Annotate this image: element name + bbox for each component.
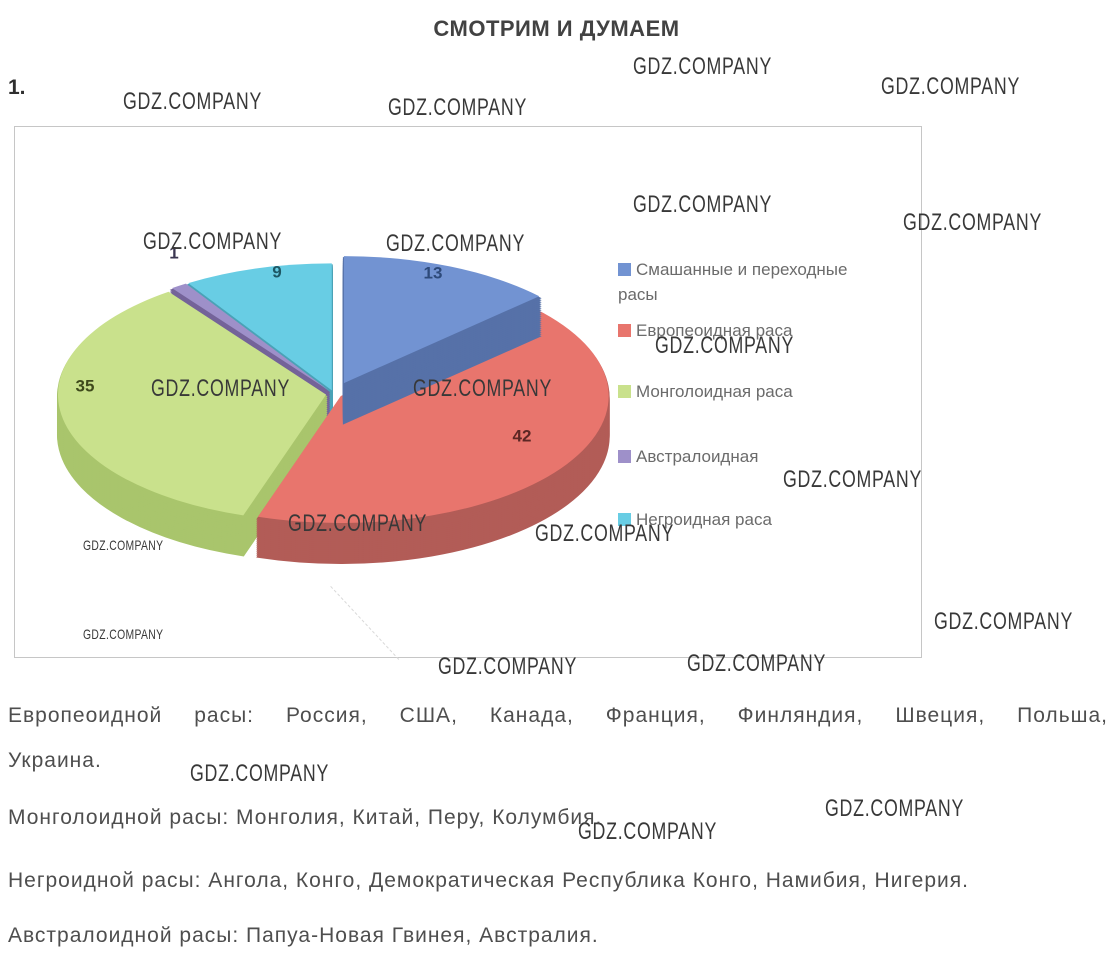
slice-value-label: 1 [169, 244, 178, 263]
watermark: GDZ.COMPANY [388, 94, 528, 121]
watermark: GDZ.COMPANY [438, 653, 578, 680]
watermark: GDZ.COMPANY [190, 760, 330, 787]
watermark: GDZ.COMPANY [881, 73, 1021, 100]
watermark: GDZ.COMPANY [535, 520, 675, 547]
watermark: GDZ.COMPANY [903, 209, 1043, 236]
pie-slice-1 [256, 309, 610, 565]
slice-value-label: 13 [424, 264, 443, 283]
watermark: GDZ.COMPANY [83, 626, 164, 642]
watermark: GDZ.COMPANY [413, 375, 553, 402]
chart-container: 13 42 35 1 9 Смашанные и переходные расы Евро… [14, 126, 922, 660]
pie-chart: 13 42 35 1 9 [56, 244, 610, 565]
note-negroid: Негроидной расы: Ангола, Конго, Демократ… [8, 869, 969, 892]
slice-value-label: 9 [272, 263, 281, 282]
watermark: GDZ.COMPANY [633, 191, 773, 218]
watermark: GDZ.COMPANY [578, 818, 718, 845]
watermark: GDZ.COMPANY [123, 88, 263, 115]
exercise-number: 1. [8, 76, 26, 99]
slice-value-label: 42 [513, 427, 532, 446]
note-europeoid: Европеоидной расы: Россия, США, Канада, … [8, 704, 1108, 772]
pie-slice-2 [56, 291, 328, 557]
note-australoid: Австралоидной расы: Папуа-Новая Гвинея, … [8, 924, 599, 947]
watermark: GDZ.COMPANY [143, 228, 283, 255]
watermark: GDZ.COMPANY [83, 537, 164, 553]
slice-value-label: 35 [76, 377, 95, 396]
watermark: GDZ.COMPANY [288, 510, 428, 537]
watermark: GDZ.COMPANY [825, 795, 965, 822]
watermark: GDZ.COMPANY [934, 608, 1074, 635]
watermark: GDZ.COMPANY [655, 332, 795, 359]
note-mongoloid: Монголоидной расы: Монголия, Китай, Перу… [8, 806, 603, 829]
pie-slice-0 [342, 256, 542, 425]
watermark: GDZ.COMPANY [633, 53, 773, 80]
watermark: GDZ.COMPANY [386, 230, 526, 257]
watermark: GDZ.COMPANY [151, 375, 291, 402]
watermark: GDZ.COMPANY [783, 466, 923, 493]
page-title: СМОТРИМ И ДУМАЕМ [433, 16, 680, 41]
watermark: GDZ.COMPANY [687, 650, 827, 677]
